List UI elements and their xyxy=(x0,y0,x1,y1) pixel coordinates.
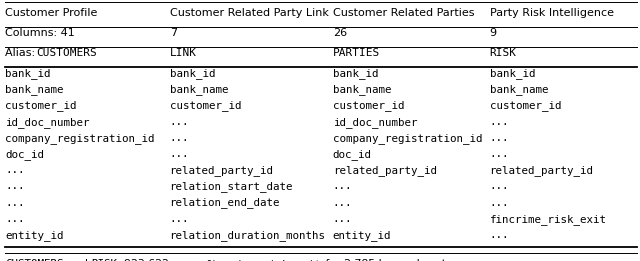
Text: 9: 9 xyxy=(490,28,497,38)
Text: company_registration_id: company_registration_id xyxy=(5,133,155,144)
Text: ...: ... xyxy=(5,198,24,207)
Text: and: and xyxy=(63,259,91,261)
Text: ...: ... xyxy=(490,133,509,143)
Text: bank_name: bank_name xyxy=(5,84,63,95)
Text: customer_id: customer_id xyxy=(490,100,561,111)
Text: ...: ... xyxy=(5,165,24,175)
Text: Columns: 41: Columns: 41 xyxy=(5,28,75,38)
Text: bank_name: bank_name xyxy=(490,84,548,95)
Text: RISK: RISK xyxy=(490,48,516,58)
Text: ...: ... xyxy=(170,133,189,143)
Text: ...: ... xyxy=(490,117,509,127)
Text: entity_id: entity_id xyxy=(5,230,63,241)
Text: LINK: LINK xyxy=(170,48,196,58)
Text: fincrime_risk_exit: fincrime_risk_exit xyxy=(490,214,607,225)
Text: Customer Profile: Customer Profile xyxy=(5,8,97,18)
Text: bank_name: bank_name xyxy=(333,84,391,95)
Text: CUSTOMERS: CUSTOMERS xyxy=(36,48,97,58)
Text: ...: ... xyxy=(490,230,509,240)
Text: ...: ... xyxy=(333,198,352,207)
Text: ...: ... xyxy=(490,149,509,159)
Text: for 2,785 banned customers.: for 2,785 banned customers. xyxy=(322,259,483,261)
Text: id_doc_number: id_doc_number xyxy=(5,117,90,128)
Text: ...: ... xyxy=(333,181,352,191)
Text: bank_name: bank_name xyxy=(170,84,228,95)
Text: CUSTOMERS: CUSTOMERS xyxy=(5,259,63,261)
Text: ...: ... xyxy=(5,214,24,224)
Text: : 923,622 rows.: : 923,622 rows. xyxy=(117,259,205,261)
Text: bank_id: bank_id xyxy=(490,68,535,79)
Text: customer_id: customer_id xyxy=(5,100,77,111)
Text: Alias:: Alias: xyxy=(5,48,39,58)
Text: ...: ... xyxy=(170,149,189,159)
Text: ...: ... xyxy=(5,181,24,191)
Text: 26: 26 xyxy=(333,28,347,38)
Text: customer_id: customer_id xyxy=(333,100,404,111)
Text: relation_duration_months: relation_duration_months xyxy=(170,230,326,241)
Text: Party Risk Intelligence: Party Risk Intelligence xyxy=(490,8,614,18)
Text: related_party_id: related_party_id xyxy=(490,165,594,176)
Text: bank_id: bank_id xyxy=(5,68,51,79)
Text: doc_id: doc_id xyxy=(5,149,44,160)
Text: related_party_id: related_party_id xyxy=(170,165,274,176)
Text: customer_id: customer_id xyxy=(170,100,241,111)
Text: ...: ... xyxy=(490,198,509,207)
Text: 7: 7 xyxy=(170,28,177,38)
Text: related_party_id: related_party_id xyxy=(333,165,437,176)
Text: ...: ... xyxy=(170,214,189,224)
Text: ...: ... xyxy=(170,117,189,127)
Text: relation_start_date: relation_start_date xyxy=(170,181,293,192)
Text: doc_id: doc_id xyxy=(333,149,372,160)
Text: Customer Related Parties: Customer Related Parties xyxy=(333,8,474,18)
Text: relation_end_date: relation_end_date xyxy=(170,198,280,209)
Text: ...: ... xyxy=(333,214,352,224)
Text: fincrime_risk_exit: fincrime_risk_exit xyxy=(205,259,322,261)
Text: RISK: RISK xyxy=(91,259,117,261)
Text: bank_id: bank_id xyxy=(333,68,378,79)
Text: id_doc_number: id_doc_number xyxy=(333,117,417,128)
Text: company_registration_id: company_registration_id xyxy=(333,133,483,144)
Text: bank_id: bank_id xyxy=(170,68,215,79)
Text: Customer Related Party Link: Customer Related Party Link xyxy=(170,8,328,18)
Text: entity_id: entity_id xyxy=(333,230,391,241)
Text: PARTIES: PARTIES xyxy=(333,48,380,58)
Text: ...: ... xyxy=(490,181,509,191)
